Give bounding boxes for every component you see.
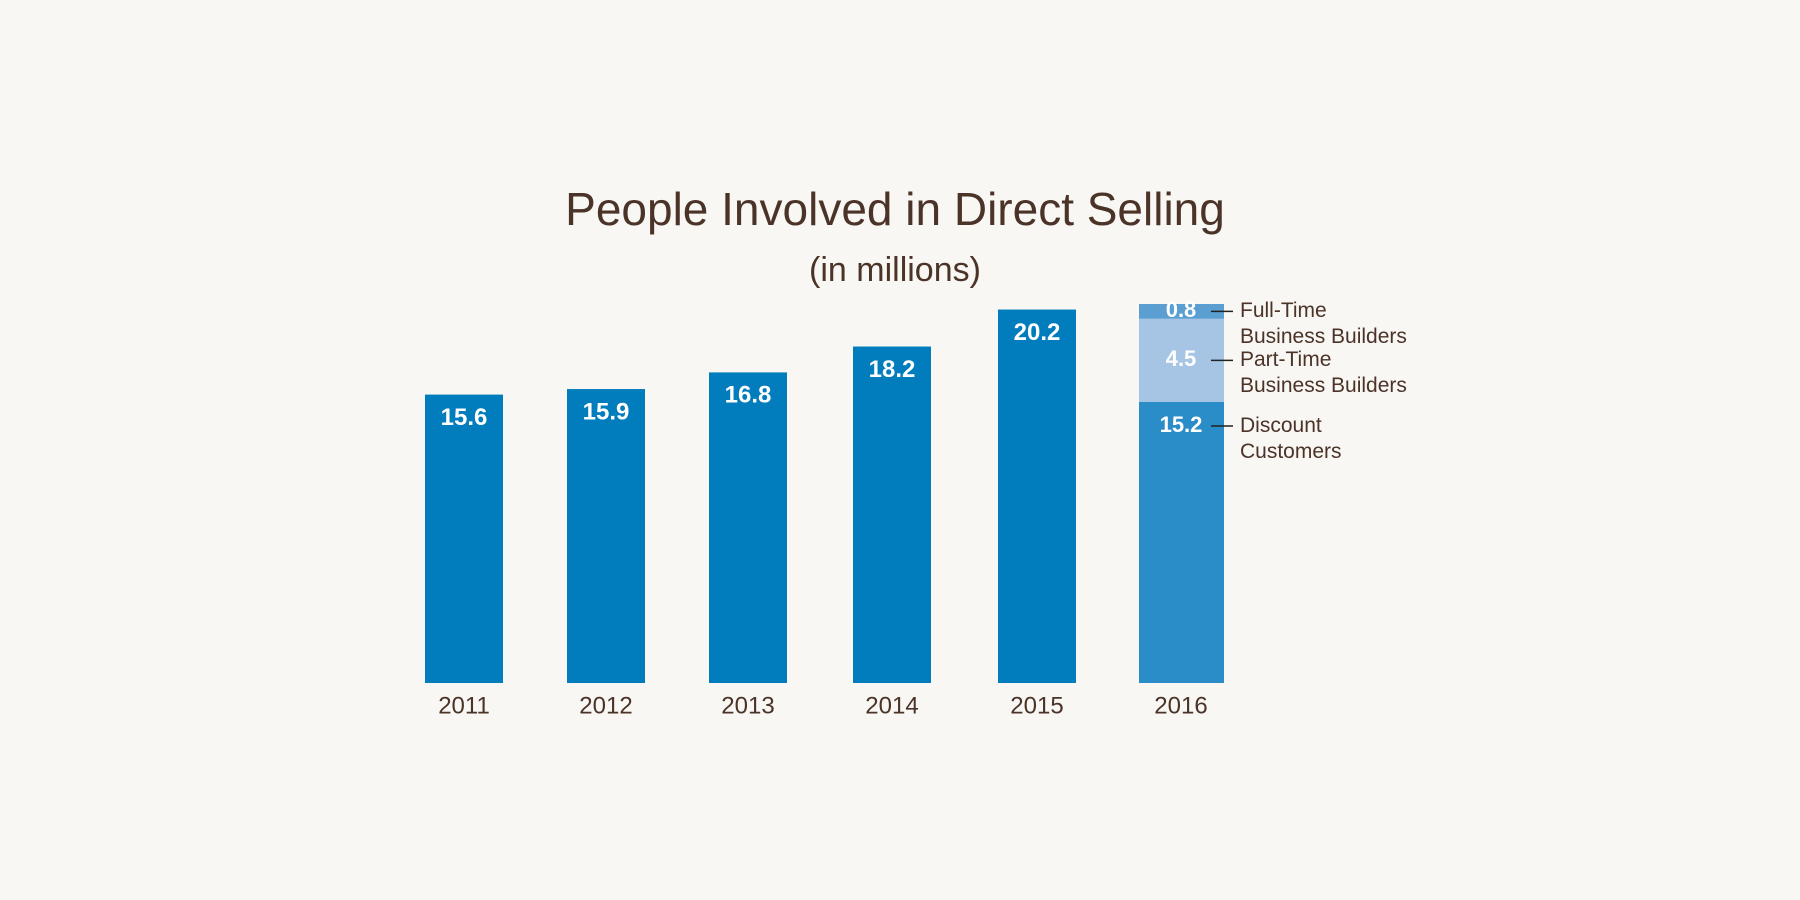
bar — [853, 346, 931, 683]
bar — [998, 309, 1076, 683]
x-tick-label: 2013 — [721, 692, 774, 719]
chart-subtitle: (in millions) — [809, 251, 981, 289]
value-label: 18.2 — [869, 356, 916, 383]
x-tick-label: 2015 — [1010, 692, 1063, 719]
x-tick-label: 2016 — [1154, 692, 1207, 719]
x-tick-label: 2012 — [579, 692, 632, 719]
stack-segment — [1139, 318, 1224, 402]
bar — [567, 389, 645, 683]
value-label: 4.5 — [1166, 346, 1197, 371]
segment-label: Discount Customers — [1240, 413, 1342, 463]
value-label: 0.8 — [1166, 297, 1197, 322]
chart-title: People Involved in Direct Selling — [565, 183, 1225, 235]
bar — [425, 394, 503, 683]
stack-segment — [1139, 304, 1224, 319]
stack-segment — [1139, 401, 1224, 683]
value-label: 16.8 — [725, 382, 772, 409]
segment-label: Full-Time Business Builders — [1240, 299, 1407, 349]
bar — [709, 372, 787, 683]
value-label: 15.9 — [583, 398, 630, 425]
x-tick-label: 2011 — [438, 692, 490, 719]
value-label: 20.2 — [1014, 319, 1061, 346]
value-label: 15.2 — [1160, 412, 1203, 437]
value-label: 15.6 — [441, 404, 488, 431]
segment-label: Part-Time Business Builders — [1240, 348, 1407, 398]
x-tick-label: 2014 — [865, 692, 918, 719]
